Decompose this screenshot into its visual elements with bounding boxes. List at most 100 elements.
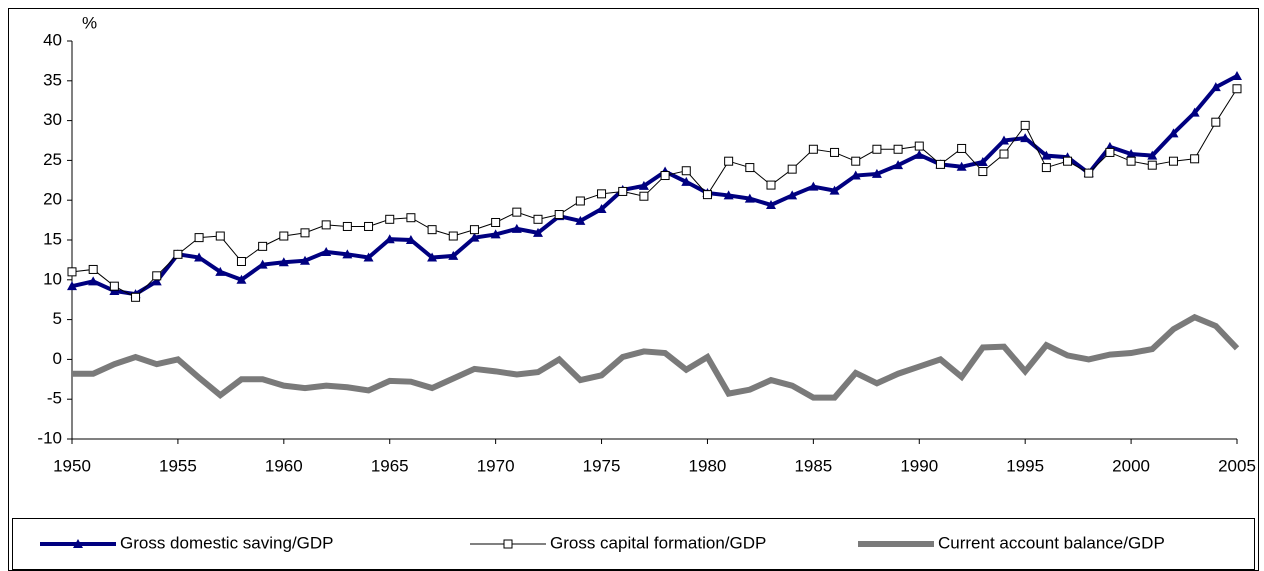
legend-frame: [12, 518, 1255, 570]
point-marker: [300, 255, 310, 265]
point-marker: [405, 235, 416, 244]
point-marker: [490, 229, 501, 239]
point-marker: [152, 271, 162, 281]
point-marker: [745, 163, 755, 173]
point-marker: [829, 185, 840, 195]
point-marker: [364, 221, 374, 231]
point-marker: [88, 276, 99, 286]
point-marker: [278, 257, 289, 267]
point-marker: [766, 180, 776, 190]
point-marker: [215, 266, 226, 276]
y-tick-label: 40: [43, 30, 62, 49]
x-tick-label: 1990: [900, 456, 938, 475]
point-marker: [491, 217, 501, 227]
point-marker: [131, 292, 141, 302]
y-tick-label: 30: [43, 110, 62, 129]
x-tick-label: 1965: [371, 456, 409, 475]
point-marker: [787, 164, 797, 174]
point-marker: [385, 214, 395, 224]
point-marker: [533, 227, 543, 237]
point-marker: [1147, 150, 1158, 160]
point-marker: [596, 203, 607, 213]
point-marker: [914, 149, 925, 159]
x-tick-label: 2000: [1112, 456, 1150, 475]
series-line: [71, 88, 1238, 298]
point-marker: [109, 281, 119, 291]
y-tick-label: 25: [43, 150, 62, 169]
point-marker: [1084, 168, 1094, 178]
point-marker: [469, 232, 480, 242]
y-tick-label: -5: [47, 389, 62, 408]
point-marker: [808, 144, 818, 154]
point-marker: [236, 274, 247, 284]
point-marker: [258, 241, 268, 251]
point-marker: [1020, 133, 1031, 143]
series-line: [71, 74, 1238, 297]
point-marker: [1211, 117, 1221, 127]
point-marker: [999, 149, 1009, 159]
point-marker: [533, 214, 543, 224]
point-marker: [1063, 156, 1073, 166]
point-marker: [512, 207, 522, 217]
point-marker: [808, 181, 819, 191]
point-marker: [1126, 156, 1136, 166]
point-marker: [724, 156, 734, 166]
point-marker: [363, 252, 374, 262]
point-marker: [766, 199, 776, 209]
point-marker: [215, 231, 225, 241]
point-marker: [469, 225, 479, 235]
point-marker: [427, 225, 437, 235]
point-marker: [342, 221, 352, 231]
point-marker: [1232, 84, 1242, 94]
x-tick-label: 2005: [1218, 456, 1256, 475]
point-marker: [427, 252, 438, 262]
point-marker: [639, 191, 649, 201]
legend-label: Current account balance/GDP: [938, 533, 1165, 552]
point-marker: [1105, 147, 1115, 157]
point-marker: [681, 176, 692, 186]
x-tick-label: 1950: [53, 456, 91, 475]
point-marker: [871, 168, 882, 178]
y-tick-label: 15: [43, 229, 62, 248]
legend-label: Gross domestic saving/GDP: [120, 533, 334, 552]
point-marker: [194, 252, 205, 262]
point-marker: [999, 135, 1009, 145]
point-marker: [384, 234, 395, 244]
series-line: [72, 313, 1240, 401]
point-marker: [978, 167, 988, 177]
point-marker: [1041, 163, 1051, 173]
y-tick-label: 0: [53, 349, 62, 368]
point-marker: [723, 190, 734, 200]
point-marker: [151, 276, 162, 286]
x-tick-label: 1975: [583, 456, 621, 475]
point-marker: [977, 156, 988, 166]
point-marker: [257, 259, 268, 269]
point-marker: [511, 223, 522, 233]
point-marker: [1126, 149, 1137, 159]
chart-frame: [8, 8, 1259, 571]
point-marker: [194, 233, 204, 243]
point-marker: [956, 161, 967, 171]
point-marker: [88, 264, 98, 274]
point-marker: [1232, 71, 1242, 81]
point-marker: [830, 147, 840, 157]
point-marker: [321, 246, 332, 256]
point-marker: [872, 144, 882, 154]
point-marker: [236, 256, 246, 266]
point-marker: [618, 186, 628, 196]
point-marker: [744, 193, 755, 203]
point-marker: [1189, 107, 1200, 117]
point-marker: [67, 281, 77, 291]
x-tick-label: 1980: [689, 456, 727, 475]
point-marker: [503, 539, 513, 549]
y-tick-label: -10: [37, 428, 62, 447]
legend-label: Gross capital formation/GDP: [550, 533, 766, 552]
point-marker: [321, 220, 331, 230]
point-marker: [1168, 156, 1178, 166]
point-marker: [173, 249, 183, 259]
point-marker: [1190, 154, 1200, 164]
point-marker: [448, 231, 458, 241]
point-marker: [1041, 150, 1052, 160]
